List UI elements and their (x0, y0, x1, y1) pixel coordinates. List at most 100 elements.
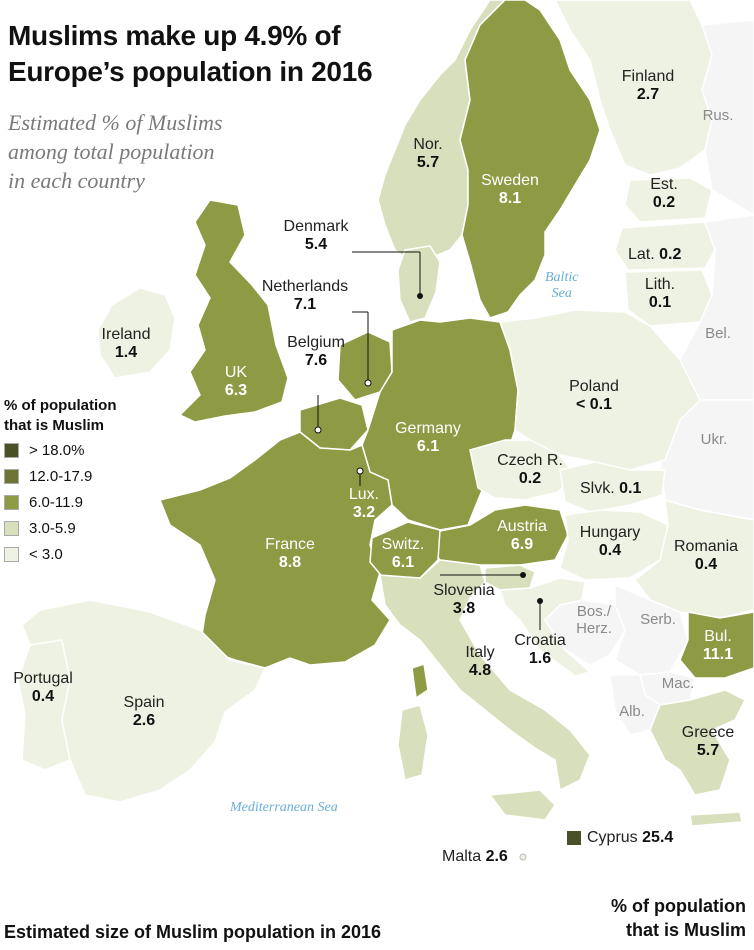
country-value: 1.6 (528, 649, 552, 667)
country-name: Nor. (413, 136, 443, 153)
country-value: 1.4 (114, 343, 138, 361)
country-name: Czech R. (497, 452, 563, 469)
sicily-shape (488, 789, 556, 821)
country-value: 0.4 (31, 687, 55, 705)
label-bosnia: Bos./Herz. (576, 603, 612, 638)
country-name: Denmark (283, 218, 349, 235)
label-greece: Greece 5.7 (682, 724, 734, 760)
legend-title: % of population that is Muslim (4, 396, 164, 436)
country-value: 0.4 (694, 555, 718, 573)
country-name: Bul. (704, 628, 732, 645)
label-sweden: Sweden 8.1 (481, 172, 539, 208)
country-name: Poland (569, 378, 619, 395)
italy-shape (379, 559, 591, 792)
label-bulgaria: Bul. 11.1 (703, 628, 733, 664)
greece-shape (649, 689, 747, 796)
country-name: Hungary (579, 524, 641, 541)
label-austria: Austria 6.9 (497, 518, 547, 554)
country-value: 6.1 (416, 437, 440, 455)
legend-label: 12.0-17.9 (29, 467, 93, 485)
country-value: 2.6 (132, 711, 156, 729)
legend-swatch-1 (4, 468, 19, 484)
label-ukraine: Ukr. (701, 431, 728, 449)
country-name: Mac. (661, 675, 695, 692)
title-line-2: Europe’s population in 2016 (8, 56, 373, 87)
country-name: Lux. (348, 486, 380, 503)
country-name: Lith. (644, 276, 676, 293)
mediterranean-sea-label: Mediterranean Sea (230, 800, 338, 815)
country-name-line-2: Herz. (576, 619, 612, 637)
legend-title-line-2: that is Muslim (4, 417, 105, 434)
label-macedonia: Mac. (661, 675, 695, 693)
country-name: Netherlands (261, 278, 349, 295)
label-albania: Alb. (619, 703, 645, 721)
legend-title-line-1: % of population (4, 397, 117, 414)
page-title: Muslims make up 4.9% of Europe’s populati… (8, 18, 373, 90)
country-value: 11.1 (702, 645, 734, 663)
slovakia-shape (559, 461, 666, 513)
legend-label: 3.0-5.9 (29, 519, 76, 537)
denmark-point (417, 293, 423, 299)
subtitle-line-3: in each country (8, 168, 145, 193)
subtitle: Estimated % of Muslims among total popula… (8, 108, 223, 195)
country-name: Bel. (705, 325, 731, 342)
country-name: Germany (395, 420, 461, 437)
legend-item: < 3.0 (4, 542, 164, 566)
country-value: 2.7 (636, 85, 660, 103)
label-hungary: Hungary 0.4 (580, 524, 640, 560)
country-value: 0.1 (648, 293, 672, 311)
label-italy: Italy 4.8 (465, 644, 494, 680)
label-cyprus: Cyprus 25.4 (567, 829, 673, 847)
country-value: 5.7 (416, 153, 440, 171)
label-germany: Germany 6.1 (395, 420, 461, 456)
footer-right-line-2: that is Muslim (625, 920, 746, 940)
country-name: Est. (650, 176, 678, 193)
country-name: Italy (465, 644, 495, 661)
country-value: 25.4 (642, 829, 674, 846)
label-ireland: Ireland 1.4 (102, 326, 151, 362)
poland-shape (498, 309, 701, 471)
label-serbia: Serb. (640, 611, 676, 629)
label-latvia: Lat. 0.2 (628, 246, 681, 264)
malta-dot (519, 853, 527, 861)
country-value: 4.8 (468, 661, 492, 679)
label-romania: Romania 0.4 (674, 538, 738, 574)
croatia-point (537, 598, 543, 604)
country-name: UK (224, 364, 248, 381)
country-name: Austria (497, 518, 547, 535)
footer-caption: Estimated size of Muslim population in 2… (4, 922, 382, 942)
label-czech: Czech R. 0.2 (497, 452, 563, 488)
country-value: 5.7 (696, 741, 720, 759)
footer-legend-caption: % of population that is Muslim (546, 894, 746, 942)
legend-label: > 18.0% (29, 441, 85, 459)
sardinia-shape (397, 704, 429, 781)
label-luxembourg: Lux. 3.2 (349, 486, 379, 522)
label-belarus: Bel. (705, 325, 731, 343)
country-value: 0.1 (619, 480, 642, 497)
country-value: 3.2 (352, 503, 376, 521)
label-slovakia: Slvk. 0.1 (580, 480, 641, 498)
country-value: 0.2 (652, 193, 676, 211)
label-netherlands: Netherlands 7.1 (262, 278, 348, 314)
label-russia: Rus. (703, 107, 734, 125)
denmark-shape (397, 245, 441, 323)
country-name: Portugal (13, 670, 73, 687)
country-name: Slvk. (580, 480, 615, 497)
ireland-shape (97, 287, 176, 379)
legend-swatch-3 (4, 520, 19, 536)
country-name: Sweden (481, 172, 539, 189)
footer-right-line-1: % of population (611, 896, 746, 916)
country-name: Cyprus (587, 829, 638, 846)
label-switzerland: Switz. 6.1 (382, 536, 425, 572)
country-value: 5.4 (304, 235, 328, 253)
country-name: Switz. (381, 536, 425, 553)
cyprus-swatch (567, 831, 581, 845)
country-value: 0.2 (518, 469, 542, 487)
bulgaria-shape (679, 611, 754, 679)
uk-shape (178, 199, 289, 423)
country-value: 3.8 (452, 599, 476, 617)
label-finland: Finland 2.7 (622, 68, 674, 104)
legend-swatch-4 (4, 546, 19, 562)
title-line-1: Muslims make up 4.9% of (8, 20, 341, 51)
